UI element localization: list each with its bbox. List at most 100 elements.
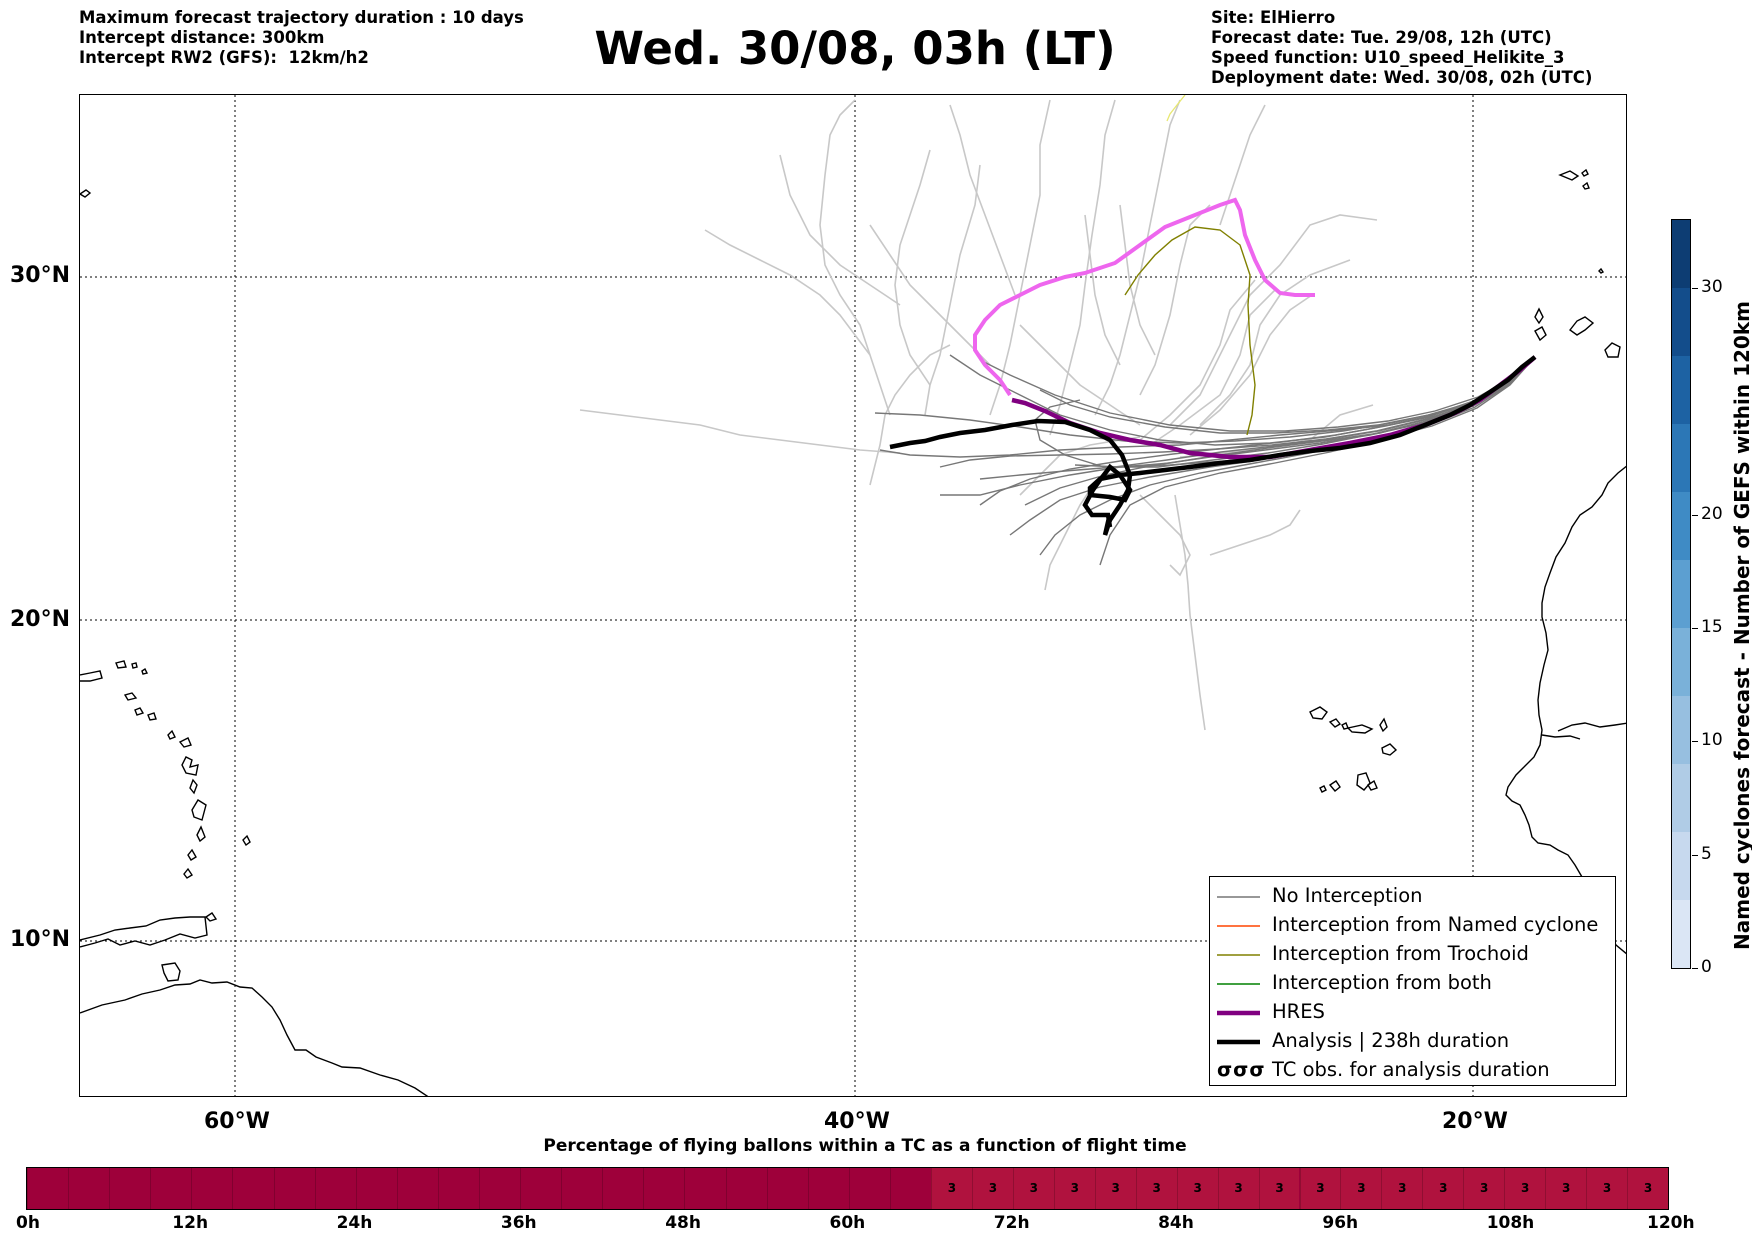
- colorbar-tick-label-2: 10: [1701, 730, 1723, 751]
- ensemble-track-light-14: [579, 409, 901, 454]
- max-duration-text: Maximum forecast trajectory duration : 1…: [79, 8, 524, 27]
- colorbar-segment-8: [1672, 356, 1690, 424]
- colorbar-segment-5: [1672, 560, 1690, 628]
- coast-cape-verde-sao-nicolau: [1346, 724, 1374, 734]
- flight-bar-cell: 3: [1627, 1168, 1668, 1209]
- ensemble-track-light-12: [819, 99, 871, 356]
- colorbar-tick-mark-5: [1692, 288, 1698, 289]
- page-title: Wed. 30/08, 03h (LT): [594, 22, 1116, 75]
- flight-bar-cell: 3: [1053, 1168, 1095, 1209]
- ensemble-track-light-17: [1044, 489, 1091, 591]
- track-yellow-member: [1166, 95, 1186, 122]
- track-pink-member: [973, 197, 1315, 397]
- colorbar-tick-label-5: 30: [1701, 277, 1723, 297]
- coast-cape-verde-fogo: [1319, 780, 1341, 793]
- flight-bar-tick-label-10: 120h: [1647, 1213, 1695, 1233]
- colorbar-tick-label-1: 5: [1701, 843, 1712, 864]
- legend-label-hres: HRES: [1272, 1000, 1325, 1023]
- ensemble-track-light-19: [1139, 494, 1191, 577]
- legend-item-hres: HRES: [1210, 998, 1615, 1026]
- flight-bar-cell: 3: [1463, 1168, 1505, 1209]
- flight-bar-cell: 3: [1381, 1168, 1423, 1209]
- flight-bar-cell-empty: [766, 1168, 808, 1209]
- flight-bar-cell: 3: [1299, 1168, 1341, 1209]
- ensemble-track-light-27: [1084, 214, 1121, 366]
- coast-canary-gran-canaria: [1604, 342, 1621, 358]
- header-left-info: Maximum forecast trajectory duration : 1…: [79, 8, 524, 68]
- flight-bar-cell-empty: [27, 1168, 68, 1209]
- tc-symbol-icon: σσσ: [1217, 1058, 1266, 1081]
- colorbar-segment-2: [1672, 764, 1690, 832]
- coast-canary-lapalma: [1534, 307, 1544, 325]
- ensemble-track-light-10: [924, 164, 981, 416]
- flight-bar-cell: 3: [1258, 1168, 1300, 1209]
- flight-bar-cell-empty: [807, 1168, 849, 1209]
- coast-virgin: [123, 692, 157, 721]
- flight-bar-tick-label-8: 96h: [1322, 1213, 1359, 1233]
- flight-bar-cell-empty: [437, 1168, 479, 1209]
- ensemble-track-light-2: [1199, 259, 1351, 426]
- coast-canary-lanzarote: [1568, 316, 1595, 336]
- legend-item-analysis: Analysis | 238h duration: [1210, 1027, 1615, 1055]
- flight-bar-tick-label-9: 108h: [1486, 1213, 1535, 1233]
- site-text: Site: ElHierro: [1211, 8, 1336, 27]
- flight-bar-cell: 3: [1586, 1168, 1628, 1209]
- colorbar-tick-mark-2: [1692, 741, 1698, 743]
- flight-bar-tick-label-6: 72h: [993, 1213, 1030, 1233]
- flight-bar-cell: 3: [1094, 1168, 1136, 1209]
- colorbar-segment-1: [1672, 832, 1690, 900]
- coast-puerto-rico: [80, 670, 103, 682]
- coastlines: [80, 168, 1626, 1096]
- colorbar-segment-9: [1672, 288, 1690, 356]
- ensemble-track-light-4: [1149, 289, 1276, 446]
- legend-label-trochoid: Interception from Trochoid: [1272, 942, 1529, 965]
- flight-bar-cell-empty: [314, 1168, 356, 1209]
- colorbar-tick-mark-4: [1692, 514, 1698, 516]
- coast-africa-bijagos: [1557, 722, 1626, 732]
- colorbar-tick-mark-3: [1692, 628, 1698, 629]
- coast-selvagens: [1598, 267, 1605, 274]
- colorbar-tick-label-3: 15: [1701, 617, 1723, 637]
- lat-label-30: 30°N: [10, 263, 71, 288]
- flight-bar-cell: 3: [1504, 1168, 1546, 1209]
- flight-bar-cell: 3: [931, 1168, 972, 1209]
- ensemble-track-light-23: [779, 154, 901, 306]
- flight-bar-cell-empty: [848, 1168, 890, 1209]
- flight-bar-cell: 3: [971, 1168, 1013, 1209]
- coast-st-vincent: [187, 848, 197, 861]
- colorbar-tick-label-0: 0: [1701, 957, 1712, 977]
- ensemble-track-light-22: [869, 224, 991, 366]
- flight-bar-cell-empty: [725, 1168, 767, 1209]
- lon-label-40w: 40°W: [824, 1109, 890, 1134]
- flight-bar-cell: 3: [1012, 1168, 1054, 1209]
- flight-bar-tick-label-4: 48h: [665, 1213, 701, 1233]
- colorbar-title: Named cyclones forecast - Number of GEFS…: [1730, 301, 1752, 950]
- flight-bar-tick-label-1: 12h: [172, 1213, 209, 1233]
- coast-antigua: [178, 737, 192, 748]
- colorbar-tick-mark-1: [1692, 854, 1698, 856]
- legend-item-tc-obs: σσσ TC obs. for analysis duration: [1210, 1056, 1615, 1084]
- flight-bar-tick-label-3: 36h: [500, 1213, 537, 1233]
- colorbar-segment-3: [1672, 696, 1690, 764]
- ensemble-track-light-8: [1049, 99, 1116, 436]
- coast-africa-gambia: [1541, 734, 1581, 740]
- flight-bar-cell-empty: [889, 1168, 931, 1209]
- ensemble-track-dark-4: [979, 356, 1536, 432]
- legend-item-both: Interception from both: [1210, 969, 1615, 997]
- flight-bar-cell: 3: [1545, 1168, 1587, 1209]
- intercept-distance-text: Intercept distance: 300km: [79, 28, 325, 47]
- map-legend: No Interception Interception from Named …: [1209, 876, 1616, 1086]
- flight-bar-cell-empty: [520, 1168, 561, 1209]
- cyclone-colorbar: [1671, 219, 1691, 969]
- coast-grenada: [183, 867, 193, 879]
- flight-bar-cell-empty: [561, 1168, 602, 1209]
- ensemble-track-light-7: [1094, 99, 1181, 416]
- flight-bar-cell-empty: [396, 1168, 438, 1209]
- flight-bar-tick-label-5: 60h: [829, 1213, 866, 1233]
- ensemble-track-light-20: [1209, 509, 1301, 556]
- coast-madeira: [1558, 168, 1590, 190]
- flight-bar-tick-label-2: 24h: [336, 1213, 373, 1233]
- ensemble-light-tracks: [579, 99, 1378, 731]
- ensemble-track-light-9: [989, 99, 1051, 416]
